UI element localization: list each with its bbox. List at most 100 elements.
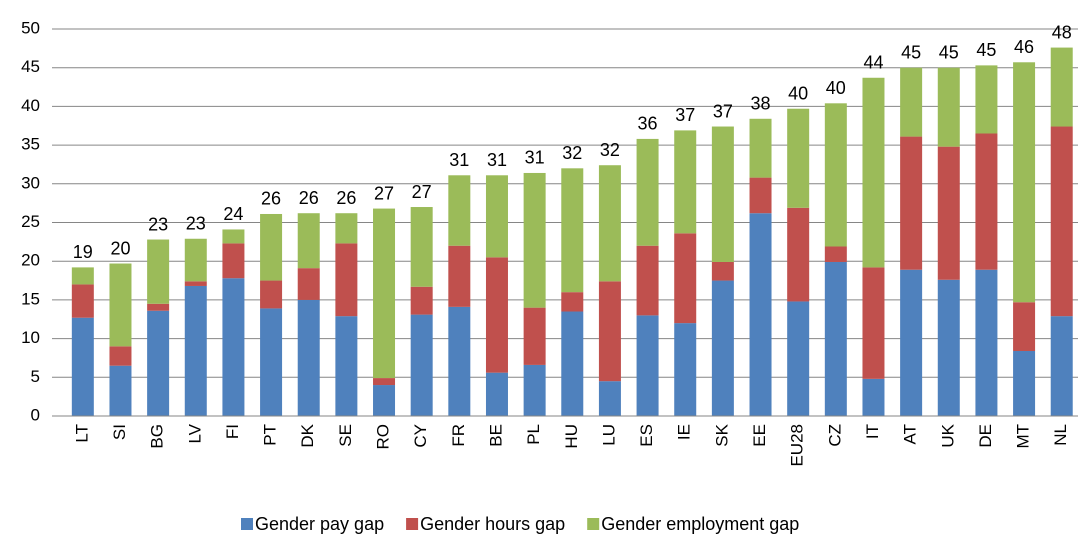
bar-segment xyxy=(373,378,396,386)
total-label: 20 xyxy=(110,238,130,258)
total-label: 45 xyxy=(976,40,996,60)
x-tick-label: PT xyxy=(261,424,280,446)
total-label: 31 xyxy=(449,150,469,170)
bar-segment xyxy=(1050,126,1073,317)
bar-segment xyxy=(222,229,245,244)
total-label: 27 xyxy=(412,182,432,202)
x-tick-label: SI xyxy=(110,424,129,440)
bar-segment xyxy=(711,280,734,416)
y-tick-label: 50 xyxy=(21,18,40,37)
bar-segment xyxy=(674,130,697,234)
total-label: 23 xyxy=(186,214,206,234)
y-tick-label: 40 xyxy=(21,96,40,115)
bar-segment xyxy=(824,103,847,247)
bar-segment xyxy=(410,286,433,315)
legend-swatch xyxy=(241,518,253,530)
x-tick-label: ES xyxy=(637,424,656,447)
x-tick-label: CZ xyxy=(825,424,844,447)
bar-segment xyxy=(636,138,659,246)
y-tick-label: 15 xyxy=(21,289,40,308)
x-tick-label: AT xyxy=(901,424,920,444)
bar-segment xyxy=(824,261,847,416)
bar-segment xyxy=(598,381,621,416)
bar-segment xyxy=(410,207,433,287)
bar-segment xyxy=(297,299,320,416)
bar-segment xyxy=(787,108,810,208)
x-tick-label: LV xyxy=(185,423,204,443)
bar-segment xyxy=(373,208,396,379)
bar-segment xyxy=(937,279,960,416)
bar-segment xyxy=(937,67,960,147)
bar-segment xyxy=(674,233,697,324)
y-tick-label: 5 xyxy=(31,367,40,386)
bar-segment xyxy=(636,315,659,416)
bar-segment xyxy=(448,306,471,416)
x-tick-label: EU28 xyxy=(788,424,807,467)
bar-segment xyxy=(109,365,132,416)
x-tick-label: HU xyxy=(562,424,581,449)
bar-segment xyxy=(523,364,546,416)
x-tick-label: LT xyxy=(72,424,91,443)
x-tick-label: EE xyxy=(750,424,769,447)
total-label: 26 xyxy=(261,189,281,209)
bar-segment xyxy=(147,303,170,311)
x-tick-label: CY xyxy=(411,424,430,448)
bar-segment xyxy=(862,267,885,379)
total-label: 45 xyxy=(939,42,959,62)
bar-segment xyxy=(749,118,772,178)
bar-segment xyxy=(749,213,772,416)
x-tick-label: MT xyxy=(1014,424,1033,449)
bar-segment xyxy=(222,243,245,279)
bar-segment xyxy=(523,172,546,308)
total-label: 48 xyxy=(1052,22,1072,42)
bar-segment xyxy=(184,281,207,286)
bar-segment xyxy=(787,301,810,416)
bar-segment xyxy=(900,67,923,137)
bar-segment xyxy=(71,267,94,285)
x-tick-label: RO xyxy=(374,424,393,450)
bar-segment xyxy=(448,175,471,246)
bar-segment xyxy=(1013,62,1036,303)
bar-segment xyxy=(147,239,170,304)
bar-segment xyxy=(824,246,847,262)
bar-segment xyxy=(260,308,283,416)
y-tick-label: 25 xyxy=(21,212,40,231)
total-label: 32 xyxy=(562,143,582,163)
bar-segment xyxy=(711,261,734,281)
bar-segment xyxy=(561,292,584,312)
bar-segment xyxy=(184,285,207,416)
bar-segment xyxy=(260,213,283,281)
total-label: 37 xyxy=(675,105,695,125)
total-label: 19 xyxy=(73,242,93,262)
bar-segment xyxy=(1050,47,1073,127)
bar-segment xyxy=(862,378,885,416)
total-label: 27 xyxy=(374,183,394,203)
bar-segment xyxy=(109,263,132,347)
total-label: 46 xyxy=(1014,37,1034,57)
bar-segment xyxy=(787,207,810,302)
legend-label: Gender pay gap xyxy=(255,514,384,534)
x-tick-label: PL xyxy=(524,424,543,445)
x-tick-label: UK xyxy=(938,423,957,447)
total-label: 26 xyxy=(336,188,356,208)
x-tick-label: DE xyxy=(976,424,995,448)
bar-segment xyxy=(147,310,170,416)
total-label: 45 xyxy=(901,42,921,62)
x-tick-label: IE xyxy=(675,424,694,440)
bar-segment xyxy=(297,213,320,269)
bar-segment xyxy=(598,281,621,382)
x-tick-label: SK xyxy=(712,423,731,446)
y-tick-label: 35 xyxy=(21,135,40,154)
bar-segment xyxy=(900,269,923,416)
bar-segment xyxy=(71,317,94,416)
bar-segment xyxy=(222,278,245,416)
bar-segment xyxy=(485,257,508,373)
total-label: 38 xyxy=(751,94,771,114)
bar-segment xyxy=(1050,316,1073,416)
bar-segment xyxy=(485,175,508,258)
bar-segment xyxy=(598,165,621,282)
y-tick-label: 20 xyxy=(21,251,40,270)
legend-swatch xyxy=(587,518,600,530)
total-label: 36 xyxy=(638,114,658,134)
total-label: 32 xyxy=(600,140,620,160)
